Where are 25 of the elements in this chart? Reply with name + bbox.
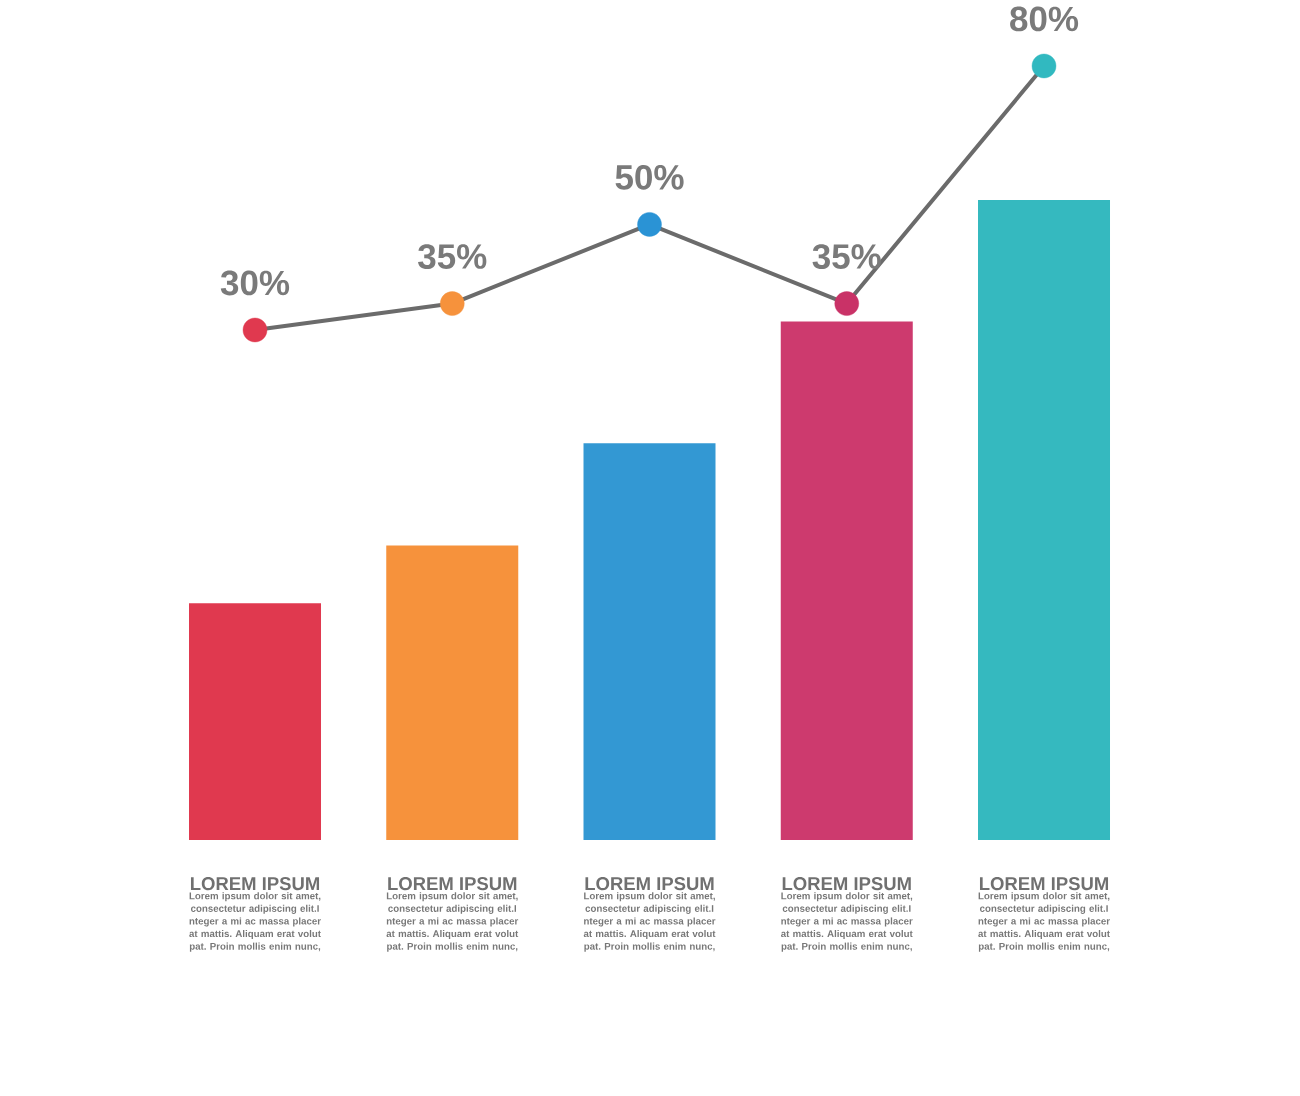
point — [440, 291, 465, 316]
bar — [386, 545, 519, 840]
text: Lorem ipsum dolor sit amet, consectetur adipiscing elit.I nteger a mi ac massa placer at mattis. Aliquam erat volut pat. Proin mollis enim nunc, — [189, 892, 321, 952]
data-label: 80% — [1010, 6, 1079, 32]
data-label: 30% — [220, 270, 290, 296]
x-tick-label: LOREM IPSUM — [190, 877, 320, 891]
point — [637, 212, 662, 237]
data-label: 35% — [812, 244, 881, 269]
bar — [583, 443, 716, 840]
x-tick-label: LOREM IPSUM — [585, 877, 714, 891]
data-label: 50% — [615, 164, 684, 190]
x-tick-label: LOREM IPSUM — [388, 877, 517, 891]
x-tick-label: LOREM IPSUM — [782, 877, 911, 891]
x-tick-label: LOREM IPSUM — [979, 877, 1109, 891]
bar — [189, 603, 322, 840]
point — [1031, 53, 1057, 79]
text: Lorem ipsum dolor sit amet, consectetur adipiscing elit.I nteger a mi ac massa placer at mattis. Aliquam erat volut pat. Proin mollis enim nunc, — [781, 892, 913, 952]
text: Lorem ipsum dolor sit amet, consectetur adipiscing elit.I nteger a mi ac massa placer at mattis. Aliquam erat volut pat. Proin mollis enim nunc, — [978, 892, 1110, 952]
text: Lorem ipsum dolor sit amet, consectetur adipiscing elit.I nteger a mi ac massa placer at mattis. Aliquam erat volut pat. Proin mollis enim nunc, — [583, 892, 716, 952]
data-label: 35% — [418, 244, 487, 269]
bar — [780, 321, 913, 840]
bar — [978, 200, 1111, 840]
point — [242, 317, 268, 343]
text: Lorem ipsum dolor sit amet, consectetur adipiscing elit.I nteger a mi ac massa placer at mattis. Aliquam erat volut pat. Proin mollis enim nunc, — [386, 892, 519, 952]
point — [834, 291, 859, 316]
